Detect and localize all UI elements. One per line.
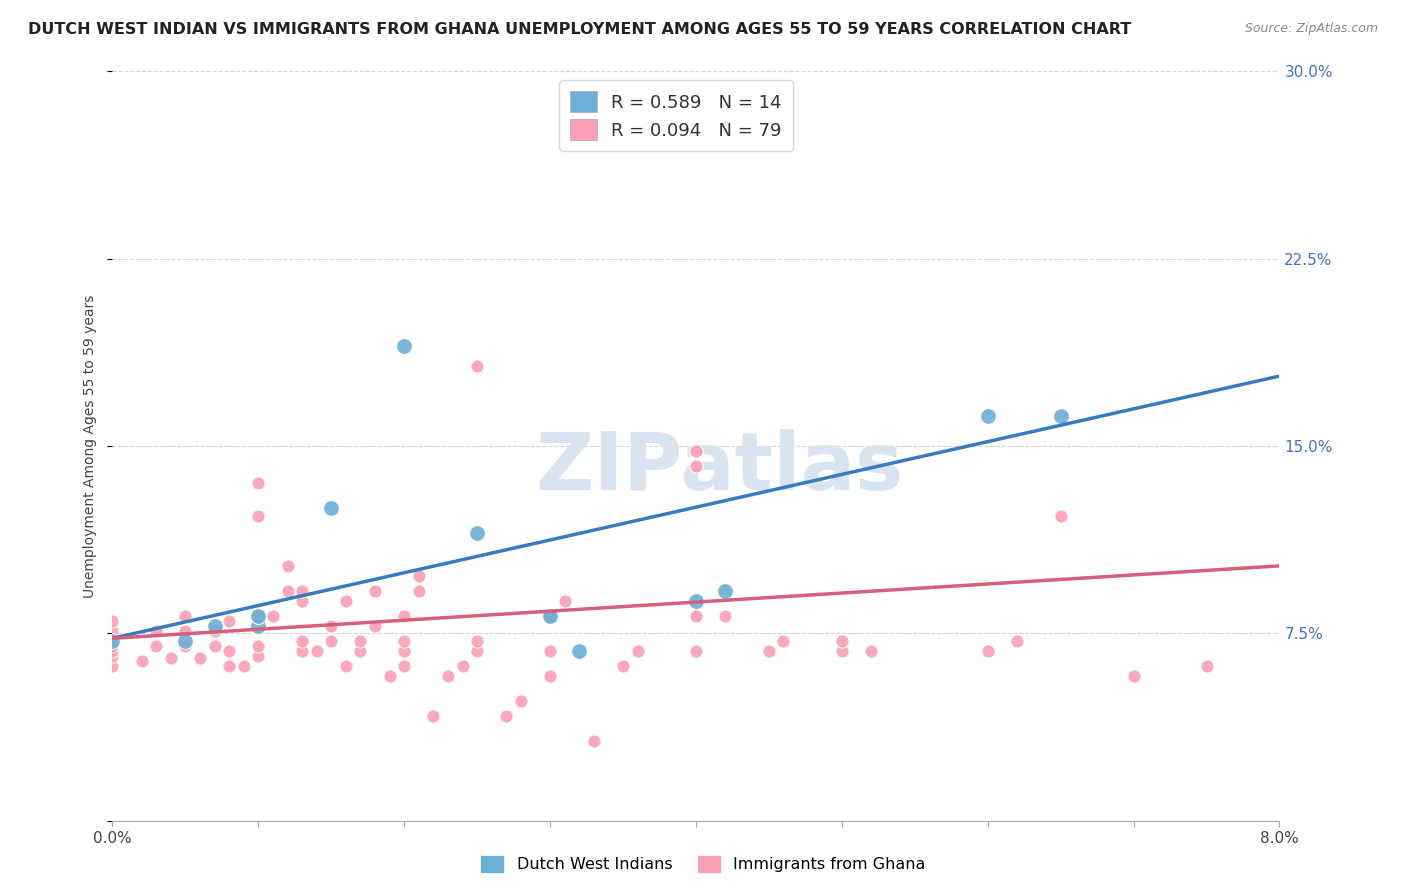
Point bbox=[451, 658, 474, 673]
Point bbox=[321, 619, 343, 633]
Point bbox=[174, 624, 197, 638]
Point bbox=[349, 644, 371, 658]
Point bbox=[714, 583, 737, 598]
Point bbox=[101, 648, 124, 663]
Point bbox=[582, 733, 605, 747]
Point bbox=[538, 608, 561, 623]
Legend: Dutch West Indians, Immigrants from Ghana: Dutch West Indians, Immigrants from Ghan… bbox=[474, 848, 932, 880]
Point bbox=[758, 644, 780, 658]
Point bbox=[145, 639, 167, 653]
Point bbox=[1049, 409, 1071, 423]
Point bbox=[291, 644, 314, 658]
Point bbox=[247, 619, 270, 633]
Point bbox=[247, 508, 270, 523]
Point bbox=[145, 624, 167, 638]
Text: Source: ZipAtlas.com: Source: ZipAtlas.com bbox=[1244, 22, 1378, 36]
Point bbox=[538, 669, 561, 683]
Point bbox=[160, 651, 183, 665]
Point bbox=[394, 339, 416, 353]
Point bbox=[101, 644, 124, 658]
Point bbox=[232, 658, 254, 673]
Point bbox=[538, 608, 561, 623]
Point bbox=[174, 633, 197, 648]
Point bbox=[204, 639, 226, 653]
Point bbox=[685, 608, 707, 623]
Point bbox=[1049, 508, 1071, 523]
Point bbox=[291, 583, 314, 598]
Point bbox=[204, 624, 226, 638]
Point bbox=[509, 694, 531, 708]
Point bbox=[305, 644, 328, 658]
Point bbox=[101, 639, 124, 653]
Point bbox=[568, 644, 591, 658]
Text: DUTCH WEST INDIAN VS IMMIGRANTS FROM GHANA UNEMPLOYMENT AMONG AGES 55 TO 59 YEAR: DUTCH WEST INDIAN VS IMMIGRANTS FROM GHA… bbox=[28, 22, 1132, 37]
Point bbox=[204, 619, 226, 633]
Point bbox=[335, 594, 357, 608]
Point bbox=[101, 633, 124, 648]
Point bbox=[321, 501, 343, 516]
Point bbox=[1122, 669, 1144, 683]
Point bbox=[364, 619, 387, 633]
Point bbox=[276, 558, 298, 573]
Point bbox=[247, 648, 270, 663]
Point bbox=[218, 614, 240, 628]
Point bbox=[101, 632, 124, 646]
Point bbox=[976, 644, 998, 658]
Point bbox=[101, 614, 124, 628]
Point bbox=[188, 651, 211, 665]
Point bbox=[291, 594, 314, 608]
Point bbox=[262, 608, 284, 623]
Point bbox=[276, 583, 298, 598]
Point bbox=[101, 624, 124, 638]
Point bbox=[465, 633, 488, 648]
Point bbox=[859, 644, 883, 658]
Point bbox=[218, 644, 240, 658]
Point bbox=[394, 658, 416, 673]
Point bbox=[394, 633, 416, 648]
Legend: R = 0.589   N = 14, R = 0.094   N = 79: R = 0.589 N = 14, R = 0.094 N = 79 bbox=[560, 80, 793, 151]
Point bbox=[131, 654, 153, 668]
Point bbox=[394, 644, 416, 658]
Point bbox=[538, 644, 561, 658]
Point bbox=[378, 669, 401, 683]
Point bbox=[772, 633, 794, 648]
Point bbox=[465, 359, 488, 373]
Y-axis label: Unemployment Among Ages 55 to 59 years: Unemployment Among Ages 55 to 59 years bbox=[83, 294, 97, 598]
Point bbox=[1195, 658, 1218, 673]
Point bbox=[685, 594, 707, 608]
Point bbox=[335, 658, 357, 673]
Point bbox=[321, 633, 343, 648]
Point bbox=[174, 608, 197, 623]
Point bbox=[465, 526, 488, 541]
Point bbox=[685, 444, 707, 458]
Point bbox=[422, 708, 444, 723]
Point bbox=[831, 633, 853, 648]
Point bbox=[1005, 633, 1028, 648]
Point bbox=[218, 658, 240, 673]
Point bbox=[612, 658, 634, 673]
Point bbox=[437, 669, 460, 683]
Point bbox=[408, 583, 430, 598]
Point bbox=[364, 583, 387, 598]
Point bbox=[247, 608, 270, 623]
Point bbox=[554, 594, 576, 608]
Point bbox=[714, 608, 737, 623]
Point bbox=[101, 658, 124, 673]
Point bbox=[408, 569, 430, 583]
Point bbox=[247, 476, 270, 491]
Point bbox=[174, 639, 197, 653]
Point bbox=[831, 644, 853, 658]
Point bbox=[465, 644, 488, 658]
Point bbox=[247, 639, 270, 653]
Point bbox=[291, 633, 314, 648]
Point bbox=[495, 708, 517, 723]
Point bbox=[627, 644, 650, 658]
Point bbox=[685, 458, 707, 473]
Point bbox=[349, 633, 371, 648]
Text: ZIPatlas: ZIPatlas bbox=[536, 429, 904, 508]
Point bbox=[685, 644, 707, 658]
Point bbox=[976, 409, 998, 423]
Point bbox=[394, 608, 416, 623]
Point bbox=[247, 608, 270, 623]
